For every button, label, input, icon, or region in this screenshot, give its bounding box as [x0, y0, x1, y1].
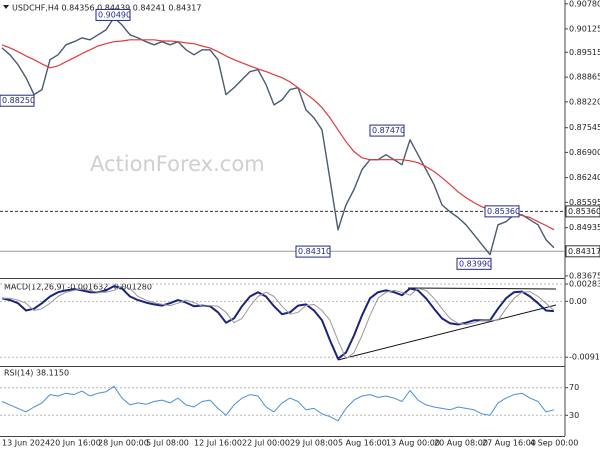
chart-title: USDCHF,H4 0.84356 0.84439 0.84241 0.8431…	[12, 4, 201, 13]
dropdown-icon	[3, 5, 9, 9]
y-tick-label: 0.86240	[569, 173, 600, 182]
annotation-label: 0.83990	[459, 259, 492, 268]
price-label-box	[565, 205, 600, 218]
series-line	[1, 16, 555, 256]
y-tick-label: 70	[569, 383, 579, 392]
x-tick-label: 12 Jul 16:00	[194, 439, 242, 448]
price-label: 0.84317	[568, 247, 600, 256]
price-label: 0.85360	[568, 207, 600, 216]
series-line	[1, 385, 555, 422]
series-line	[2, 285, 555, 360]
x-tick-label: 13 Jun 2024	[2, 439, 50, 448]
trend-line	[407, 287, 557, 290]
trend-line	[337, 304, 557, 361]
annotation-label: 0.90490	[98, 10, 131, 19]
annotation-label: 0.88250	[2, 96, 35, 105]
y-tick-label: 0.84935	[569, 223, 600, 232]
y-tick-label: 0.89515	[569, 48, 600, 57]
x-tick-label: 27 Aug 16:00	[482, 439, 536, 448]
annotation-label: 0.85360	[487, 207, 520, 216]
y-tick-label: 0.90780	[569, 0, 600, 8]
y-tick-label: -0.009161	[569, 353, 600, 362]
x-tick-label: 20 Aug 08:00	[434, 439, 488, 448]
watermark: ActionForex.com	[90, 152, 265, 176]
annotation-box	[295, 245, 331, 258]
x-tick-label: 20 Jun 16:00	[50, 439, 101, 448]
annotation-box	[369, 124, 405, 137]
annotation-label: 0.84310	[298, 247, 331, 256]
annotation-box	[0, 94, 35, 107]
y-tick-label: 0.86900	[569, 148, 600, 157]
y-tick-label: 0.88865	[569, 73, 600, 82]
series-line	[1, 39, 555, 231]
y-tick-label: 30	[569, 411, 579, 420]
y-tick-label: 0.85595	[569, 198, 600, 207]
x-tick-label: 4 Sep 00:00	[530, 439, 578, 448]
price-label-box	[565, 245, 600, 258]
x-tick-label: 28 Jun 00:00	[98, 439, 149, 448]
y-tick-label: 0.002835	[569, 280, 600, 289]
x-tick-label: 22 Jul 00:00	[242, 439, 290, 448]
annotation-box	[95, 8, 131, 21]
annotation-box	[484, 205, 520, 218]
annotation-box	[456, 257, 492, 270]
y-tick-label: 0.83675	[569, 271, 600, 280]
macd-title: MACD(12,26,9) -0.001632 -0.001280	[4, 283, 152, 292]
annotation-label: 0.87470	[372, 126, 405, 135]
y-tick-label: 0.88220	[569, 97, 600, 106]
y-tick-label: 0.87545	[569, 123, 600, 132]
x-tick-label: 5 Jul 08:00	[146, 439, 189, 448]
y-tick-label: 0.90125	[569, 24, 600, 33]
x-tick-label: 13 Aug 00:00	[386, 439, 440, 448]
rsi-title: RSI(14) 38.1150	[4, 369, 69, 378]
x-tick-label: 29 Jul 08:00	[290, 439, 338, 448]
y-tick-label: 0.00	[569, 297, 587, 306]
x-tick-label: 5 Aug 16:00	[338, 439, 387, 448]
